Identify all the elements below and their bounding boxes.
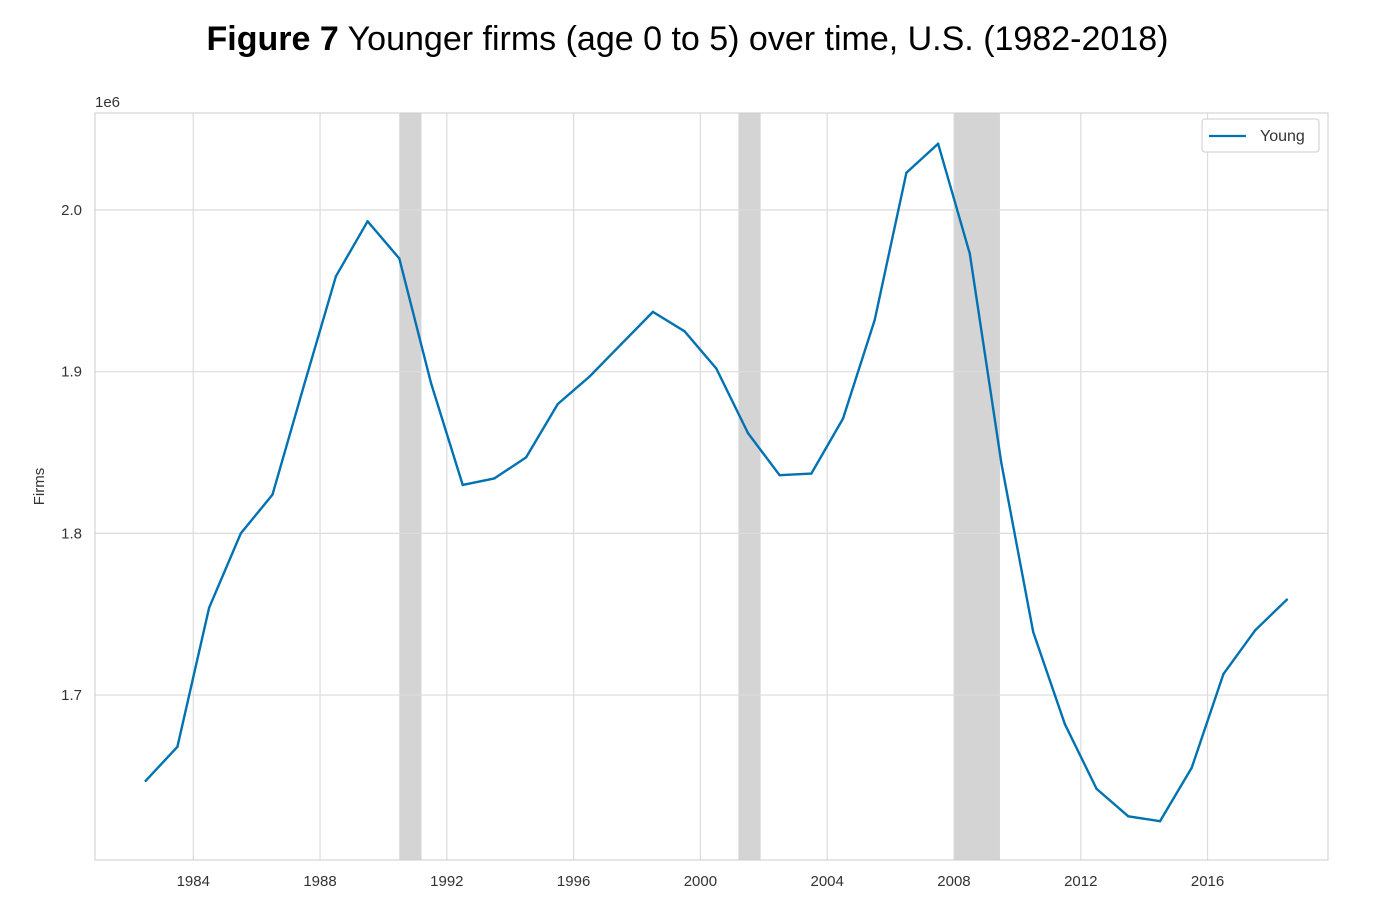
data-point bbox=[1127, 815, 1130, 818]
y-tick-label: 2.0 bbox=[61, 202, 82, 219]
data-point bbox=[207, 606, 211, 609]
data-point bbox=[366, 220, 369, 223]
x-tick-label: 2012 bbox=[1064, 873, 1097, 890]
recession-band-1 bbox=[399, 113, 422, 860]
chart-title: Figure 7 Younger firms (age 0 to 5) over… bbox=[0, 20, 1375, 59]
recession-band-3 bbox=[953, 113, 1000, 860]
data-point bbox=[873, 318, 876, 322]
data-point bbox=[1063, 722, 1067, 726]
y-tick-label: 1.7 bbox=[61, 687, 82, 704]
data-point bbox=[1000, 462, 1003, 466]
data-point bbox=[1285, 598, 1288, 601]
legend-box bbox=[1201, 118, 1320, 153]
data-point bbox=[1253, 629, 1257, 632]
legend-label-young: Young bbox=[1260, 128, 1305, 145]
data-point bbox=[810, 472, 813, 475]
data-point bbox=[144, 779, 147, 782]
data-point bbox=[493, 477, 496, 480]
x-tick-label: 2008 bbox=[937, 873, 970, 890]
data-point bbox=[1095, 787, 1098, 791]
recession-band-2 bbox=[738, 113, 761, 860]
data-point bbox=[1032, 630, 1035, 634]
figure-caption: Younger firms (age 0 to 5) over time, U.… bbox=[347, 20, 1169, 58]
data-point bbox=[461, 483, 464, 487]
x-tick-label: 2000 bbox=[684, 873, 717, 890]
y-tick-label: 1.9 bbox=[61, 364, 82, 381]
recession-bands bbox=[399, 113, 1000, 860]
data-point bbox=[619, 343, 623, 346]
data-point bbox=[1222, 672, 1225, 676]
data-point bbox=[905, 171, 908, 175]
x-tick-label: 1992 bbox=[430, 873, 463, 890]
y-axis-label: Firms bbox=[31, 468, 48, 506]
data-point bbox=[1190, 766, 1193, 770]
data-point bbox=[1158, 819, 1162, 823]
legend: Young bbox=[1201, 118, 1320, 153]
data-point bbox=[778, 473, 781, 477]
data-point bbox=[429, 381, 433, 385]
data-point bbox=[936, 142, 940, 145]
data-point bbox=[176, 745, 179, 749]
x-tick-label: 2016 bbox=[1191, 873, 1224, 890]
plot-frame bbox=[94, 112, 1329, 861]
data-point bbox=[746, 431, 750, 435]
data-point bbox=[239, 532, 243, 535]
data-point bbox=[588, 375, 591, 378]
data-point bbox=[968, 252, 972, 255]
data-point bbox=[524, 456, 528, 459]
data-point bbox=[556, 402, 559, 406]
x-tick-label: 2004 bbox=[811, 873, 844, 890]
x-tick-label: 1984 bbox=[177, 873, 210, 890]
y-axis-ticks: 1.7 1.8 1.9 2.0 bbox=[61, 202, 82, 704]
series-line-young bbox=[144, 142, 1289, 823]
data-point bbox=[302, 383, 306, 386]
y-axis-offset-label: 1e6 bbox=[95, 94, 120, 111]
data-point bbox=[683, 330, 686, 333]
x-tick-label: 1988 bbox=[303, 873, 336, 890]
data-point bbox=[334, 275, 338, 278]
data-point bbox=[841, 417, 845, 420]
x-axis-ticks: 1984 1988 1992 1996 2000 2004 2008 2012 2016 bbox=[177, 873, 1225, 890]
data-point bbox=[715, 367, 718, 370]
grid-lines bbox=[95, 113, 1328, 860]
data-point bbox=[271, 493, 274, 496]
figure-number: Figure 7 bbox=[206, 20, 339, 58]
data-point bbox=[398, 257, 401, 260]
y-tick-label: 1.8 bbox=[61, 525, 82, 542]
x-tick-label: 1996 bbox=[557, 873, 590, 890]
data-point bbox=[651, 310, 655, 314]
series-young bbox=[144, 142, 1289, 823]
